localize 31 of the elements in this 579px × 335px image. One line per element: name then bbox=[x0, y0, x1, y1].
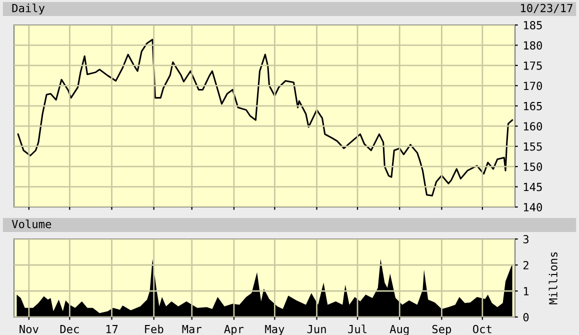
x-tick-label: Jul bbox=[348, 324, 366, 334]
x-tick-label: Oct bbox=[473, 324, 492, 334]
x-tick-label: Nov bbox=[20, 325, 38, 334]
y-tick-label: 145 bbox=[524, 182, 542, 192]
y-tick-label: 3 bbox=[523, 235, 528, 244]
y-axis-title: Millions bbox=[548, 252, 558, 304]
y-tick-label: 170 bbox=[524, 82, 542, 90]
x-tick-label: Apr bbox=[224, 325, 244, 335]
text: 10/23/17 bbox=[521, 4, 572, 14]
y-tick-label: 160 bbox=[524, 122, 542, 131]
x-tick-label: May bbox=[265, 325, 284, 335]
x-tick-label: 17 bbox=[106, 325, 118, 334]
y-tick-label: 1 bbox=[524, 287, 529, 296]
y-tick-label: 180 bbox=[524, 41, 542, 50]
y-tick-label: 150 bbox=[524, 162, 542, 171]
y-tick-label: 140 bbox=[524, 203, 542, 212]
x-tick-label: Aug bbox=[390, 324, 409, 335]
y-tick-label: 165 bbox=[524, 102, 542, 110]
y-tick-label: 2 bbox=[523, 261, 528, 270]
x-tick-label: Jun bbox=[307, 325, 326, 334]
x-tick-label: Sep bbox=[432, 324, 452, 335]
y-tick-label: 175 bbox=[524, 62, 542, 70]
x-tick-label: Feb bbox=[145, 324, 164, 334]
y-tick-label: 155 bbox=[524, 142, 542, 151]
chart-title: Volume bbox=[12, 220, 52, 228]
y-tick-label: 185 bbox=[524, 21, 542, 30]
x-tick-label: Dec bbox=[60, 325, 79, 334]
x-tick-label: Mar bbox=[182, 325, 202, 334]
chart-title: Daily bbox=[12, 4, 45, 14]
line-series bbox=[17, 38, 514, 196]
y-tick-label: 0 bbox=[523, 313, 529, 322]
